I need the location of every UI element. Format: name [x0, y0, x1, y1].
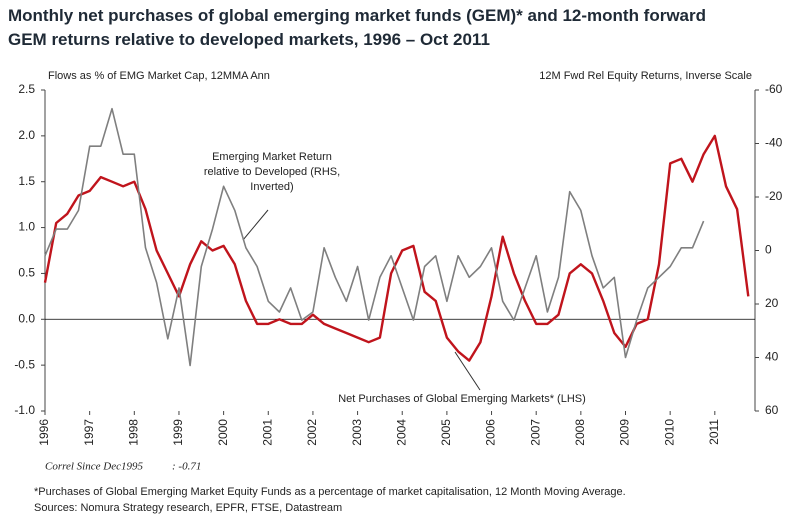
annotation: Inverted): [250, 181, 293, 193]
y-tick-label: 1.5: [18, 174, 35, 188]
x-tick-label: 2005: [439, 419, 453, 446]
x-tick-label: 1996: [37, 419, 51, 446]
source: Sources: Nomura Strategy research, EPFR,…: [34, 502, 342, 514]
x-tick-label: 1997: [82, 419, 96, 446]
series-line: [44, 107, 705, 367]
x-tick-label: 2006: [484, 419, 498, 446]
y2-tick-label: 40: [765, 350, 779, 364]
y-axis-label: Flows as % of EMG Market Cap, 12MMA Ann: [48, 70, 270, 82]
x-tick-label: 1998: [126, 419, 140, 446]
x-tick-label: 2008: [573, 419, 587, 446]
x-tick-label: 2002: [305, 419, 319, 446]
footnote: *Purchases of Global Emerging Market Equ…: [34, 486, 626, 498]
x-tick-label: 2000: [216, 419, 230, 446]
y2-axis-label: 12M Fwd Rel Equity Returns, Inverse Scal…: [539, 70, 752, 82]
y2-tick-label: -40: [765, 136, 783, 150]
y-tick-label: 2.5: [18, 82, 35, 96]
x-tick-label: 2007: [528, 419, 542, 446]
correlation-label: Correl Since Dec1995: [45, 461, 143, 473]
x-tick-label: 2010: [662, 419, 676, 446]
x-tick-label: 2004: [394, 419, 408, 446]
y2-tick-label: 0: [765, 243, 772, 257]
y2-tick-label: 60: [765, 403, 779, 417]
y-tick-label: 2.0: [18, 128, 35, 142]
annotation: Emerging Market Return: [212, 151, 332, 163]
y2-tick-label: -60: [765, 82, 783, 96]
y-tick-label: -0.5: [14, 357, 35, 371]
y-tick-label: -1.0: [14, 403, 35, 417]
annotation: relative to Developed (RHS,: [204, 166, 340, 178]
x-tick-label: 2003: [350, 419, 364, 446]
y2-tick-label: 20: [765, 296, 779, 310]
chart-title: Monthly net purchases of global emerging…: [8, 6, 707, 49]
correlation-value: : -0.71: [172, 461, 201, 473]
annotation: Net Purchases of Global Emerging Markets…: [338, 393, 586, 405]
y-tick-label: 0.0: [18, 311, 35, 325]
x-tick-label: 2009: [618, 419, 632, 446]
y-tick-label: 1.0: [18, 220, 35, 234]
x-tick-label: 2011: [707, 419, 721, 445]
annotation-arrow: [454, 351, 481, 391]
x-tick-label: 1999: [171, 419, 185, 446]
series-line: [43, 134, 750, 362]
y2-tick-label: -20: [765, 189, 783, 203]
annotation-arrow: [242, 209, 269, 241]
y-tick-label: 0.5: [18, 266, 35, 280]
x-tick-label: 2001: [260, 419, 274, 446]
